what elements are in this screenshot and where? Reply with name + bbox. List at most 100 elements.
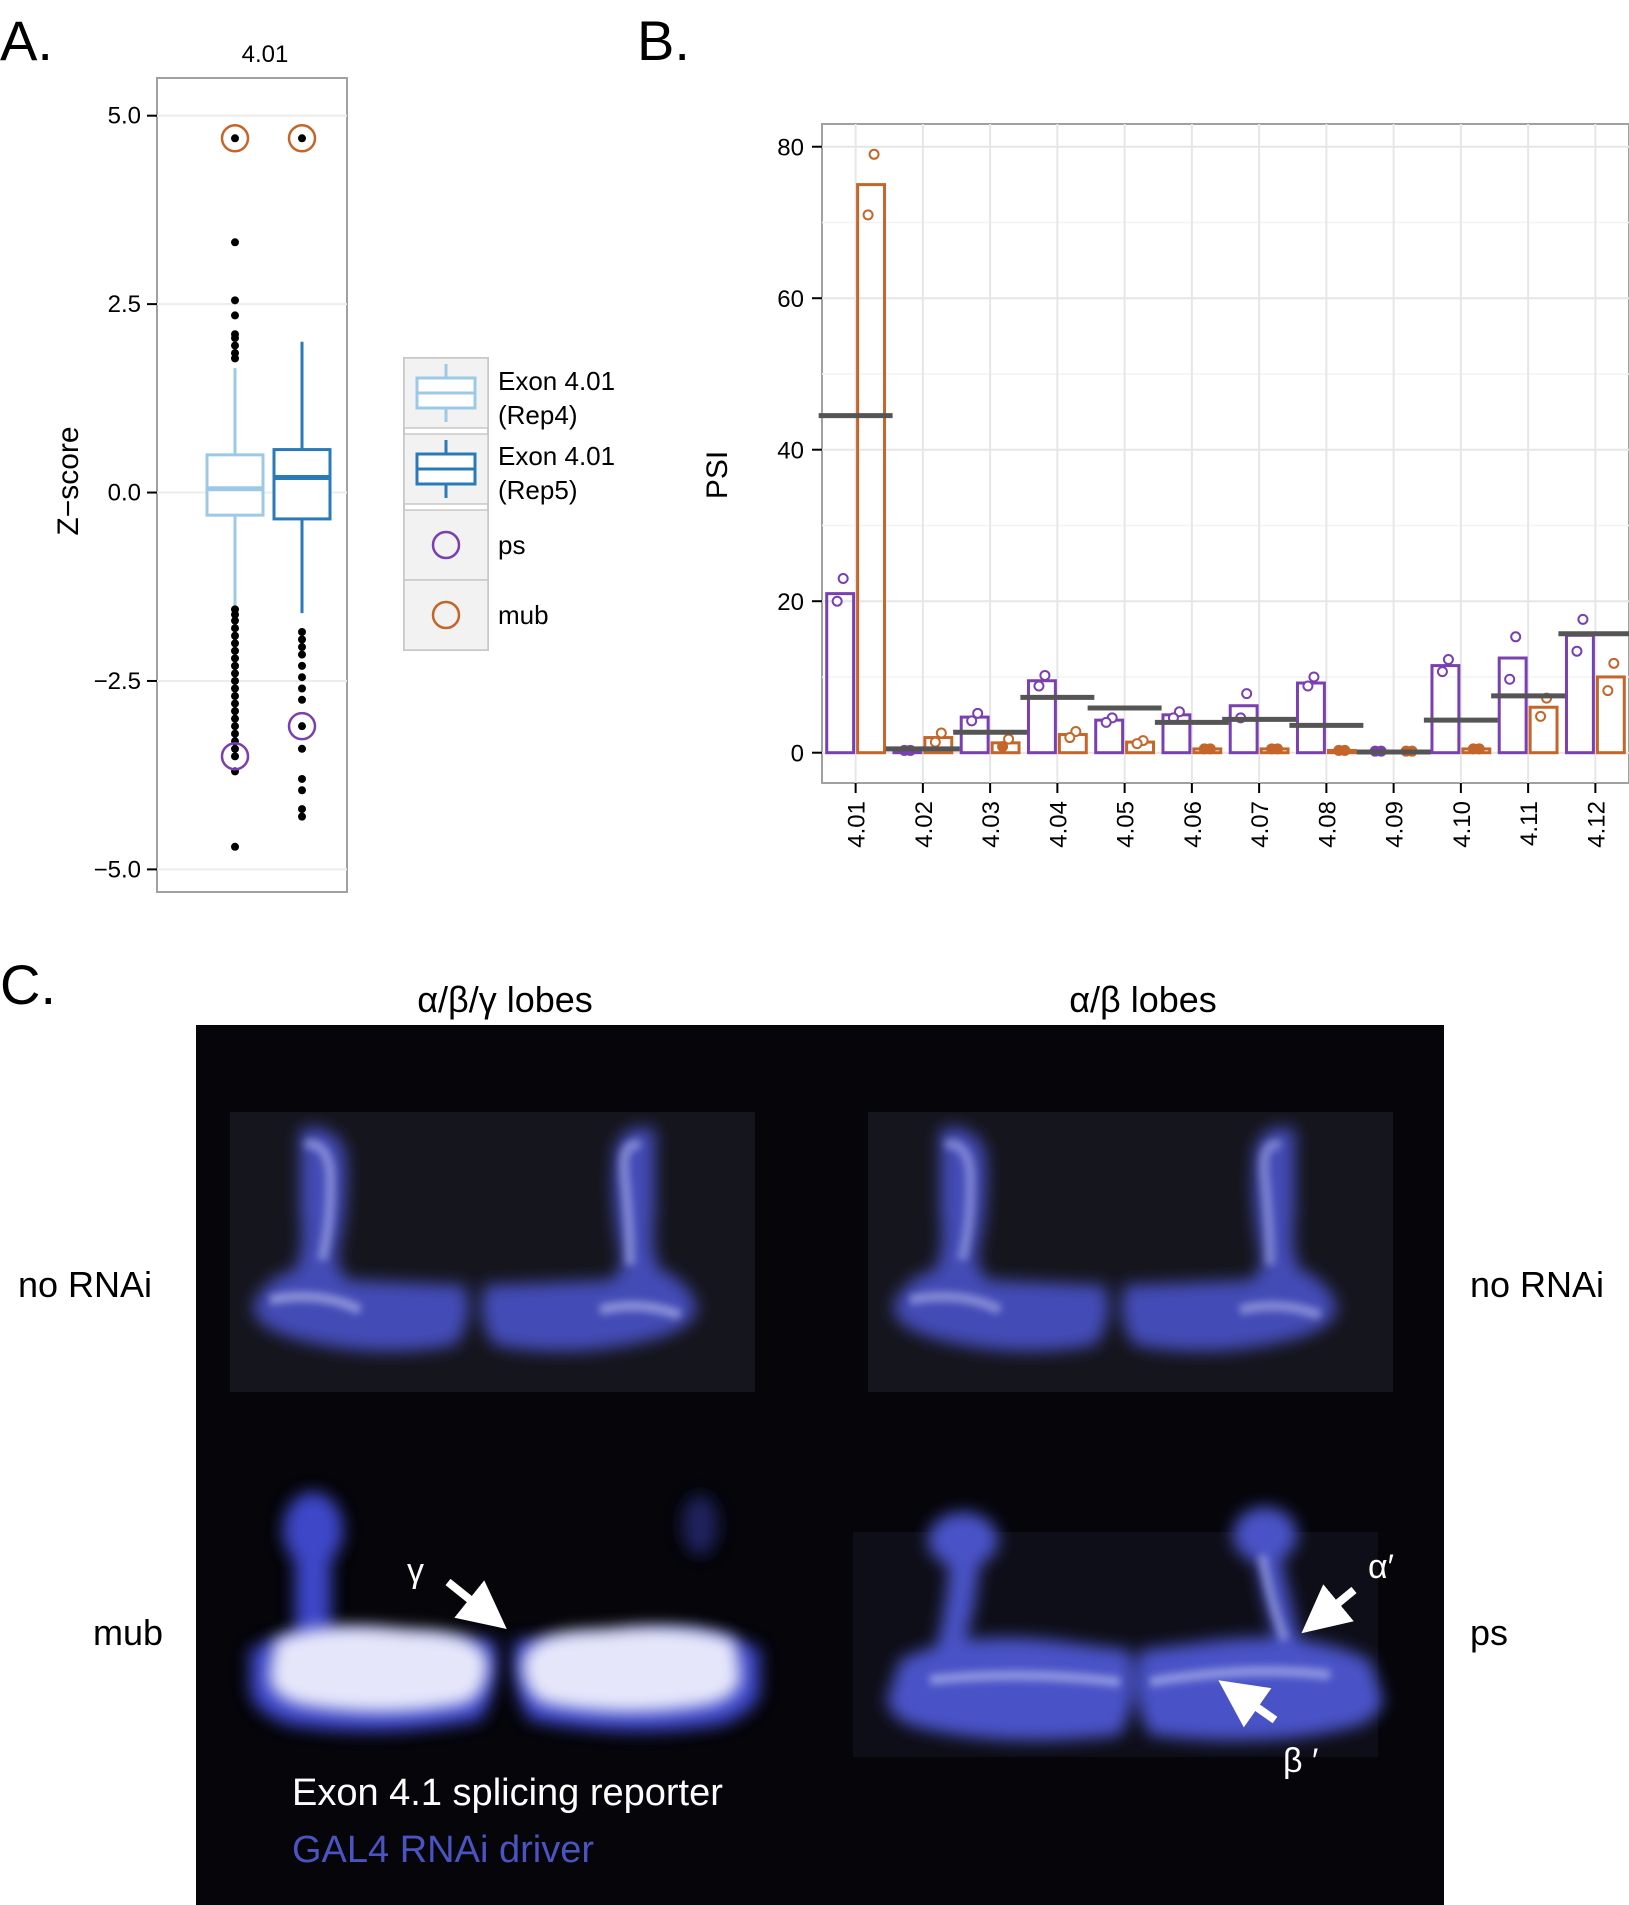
arrow-label-gamma: γ bbox=[407, 1552, 424, 1590]
micrograph-ps bbox=[853, 1507, 1383, 1757]
outlier-point bbox=[231, 699, 239, 708]
ps-bar bbox=[825, 592, 856, 755]
panel-b-y-ticks: 0 20 40 60 80 bbox=[777, 135, 822, 768]
outlier-point bbox=[231, 238, 239, 247]
mub-replicate-point bbox=[1266, 743, 1278, 755]
mub-highlight bbox=[220, 124, 250, 153]
panel-c: C. α/β/γ lobes α/β lobes no RNAi no RNAi… bbox=[0, 953, 1604, 1905]
panel-a-y-axis-title: Z−score bbox=[52, 426, 85, 535]
legend-key-ps bbox=[403, 509, 489, 581]
mub-replicate-point bbox=[1602, 685, 1614, 697]
bar-group-4.01 bbox=[818, 148, 893, 755]
caption-reporter: Exon 4.1 splicing reporter bbox=[292, 1772, 723, 1814]
outlier-point bbox=[231, 341, 239, 350]
ps-highlight bbox=[220, 742, 250, 771]
b-x-tick-label: 4.02 bbox=[911, 801, 938, 848]
box-rep4 bbox=[205, 124, 265, 851]
ps-replicate-point bbox=[972, 707, 984, 719]
outlier-point bbox=[231, 714, 239, 723]
b-tick-label: 20 bbox=[777, 589, 804, 616]
mub-bar bbox=[856, 183, 887, 755]
bar-group-4.02 bbox=[885, 727, 960, 756]
legend-label-ps: ps bbox=[498, 530, 525, 560]
panel-b-x-ticks: 4.01 4.02 4.03 4.04 4.05 4.06 4.07 4.08 4.09 4.10… bbox=[844, 783, 1610, 848]
mub-replicate-point bbox=[868, 148, 880, 160]
ps-bar bbox=[1497, 656, 1528, 755]
ps-bar bbox=[1026, 679, 1057, 755]
row-label-mub: mub bbox=[93, 1612, 163, 1653]
mub-replicate-point bbox=[1131, 738, 1143, 750]
outlier-point bbox=[231, 744, 239, 753]
ps-replicate-point bbox=[1241, 688, 1253, 700]
outlier-point bbox=[231, 334, 239, 343]
outlier-point bbox=[231, 669, 239, 678]
panel-a-legend: Exon 4.01 (Rep4) Exon 4.01 (Rep5) ps bbox=[403, 357, 615, 651]
legend-key-rep5 bbox=[403, 433, 489, 505]
row-label-no-rnai-right: no RNAi bbox=[1470, 1264, 1604, 1305]
b-x-tick-label: 4.10 bbox=[1449, 801, 1476, 848]
ps-replicate-point bbox=[1571, 645, 1583, 657]
outlier-point bbox=[298, 684, 306, 693]
mub-replicate-point bbox=[1535, 710, 1547, 722]
mub-replicate-point bbox=[1333, 744, 1345, 756]
a-tick-label: 0.0 bbox=[108, 480, 141, 507]
bar-group-4.07 bbox=[1222, 688, 1297, 755]
outlier-point bbox=[298, 643, 306, 652]
mub-bar bbox=[1528, 705, 1559, 755]
outlier-point bbox=[298, 812, 306, 821]
b-x-tick-label: 4.11 bbox=[1516, 801, 1543, 846]
outlier-point bbox=[298, 635, 306, 644]
a-tick-label: −2.5 bbox=[94, 668, 141, 695]
outlier-point bbox=[298, 805, 306, 814]
mub-replicate-point bbox=[1608, 657, 1620, 669]
outlier-point bbox=[231, 684, 239, 693]
panel-a-letter: A. bbox=[0, 9, 53, 72]
ps-replicate-point bbox=[831, 595, 843, 607]
legend-label-rep5-line2: (Rep5) bbox=[498, 475, 577, 505]
outlier-point bbox=[231, 646, 239, 655]
legend-label-rep4-line2: (Rep4) bbox=[498, 400, 577, 430]
ps-replicate-point bbox=[837, 572, 849, 584]
outlier-point bbox=[298, 722, 306, 731]
b-x-tick-label: 4.07 bbox=[1247, 801, 1274, 848]
outlier-point bbox=[231, 134, 239, 143]
mub-replicate-point bbox=[1198, 743, 1210, 755]
a-tick-label: 2.5 bbox=[108, 291, 141, 318]
arrow-beta-prime bbox=[1218, 1680, 1278, 1728]
panel-b-y-axis-title: PSI bbox=[701, 451, 734, 499]
column-label-abg-lobes: α/β/γ lobes bbox=[417, 979, 593, 1020]
box-iqr bbox=[272, 448, 332, 521]
panel-a: A. 4.01 −5.0 −2.5 0.0 2.5 5.0 Z−score Exon 4… bbox=[0, 9, 615, 893]
a-tick-label: −5.0 bbox=[94, 856, 141, 883]
outlier-point bbox=[298, 627, 306, 636]
arrow-alpha-prime bbox=[1301, 1584, 1357, 1634]
box-rep5 bbox=[272, 124, 332, 821]
mub-replicate-point bbox=[935, 727, 947, 739]
legend-key-mub bbox=[403, 579, 489, 651]
bar-group-4.12 bbox=[1558, 613, 1629, 755]
outlier-point bbox=[298, 744, 306, 753]
row-label-ps: ps bbox=[1470, 1612, 1508, 1653]
a-tick-label: 5.0 bbox=[108, 103, 141, 130]
mub-replicate-point bbox=[1064, 732, 1076, 744]
outlier-point bbox=[298, 673, 306, 682]
ps-replicate-point bbox=[1039, 669, 1051, 681]
outlier-point bbox=[298, 650, 306, 659]
ps-bar bbox=[1430, 664, 1461, 755]
outlier-point bbox=[231, 631, 239, 640]
bar-group-4.03 bbox=[953, 707, 1028, 755]
b-tick-label: 40 bbox=[777, 438, 804, 465]
ps-replicate-point bbox=[1442, 654, 1454, 666]
column-label-ab-lobes: α/β lobes bbox=[1069, 979, 1217, 1020]
bar-group-4.09 bbox=[1356, 745, 1431, 757]
panel-b-plot-background bbox=[821, 123, 1629, 784]
outlier-point bbox=[231, 654, 239, 663]
arrow-label-beta-prime: β ′ bbox=[1283, 1742, 1318, 1780]
arrow-gamma bbox=[445, 1578, 507, 1629]
bar-group-4.08 bbox=[1289, 671, 1364, 756]
outlier-point bbox=[298, 661, 306, 670]
outlier-point bbox=[231, 722, 239, 731]
panel-c-letter: C. bbox=[0, 953, 56, 1016]
panel-b-bars bbox=[818, 148, 1629, 757]
panel-a-boxes bbox=[205, 124, 332, 851]
